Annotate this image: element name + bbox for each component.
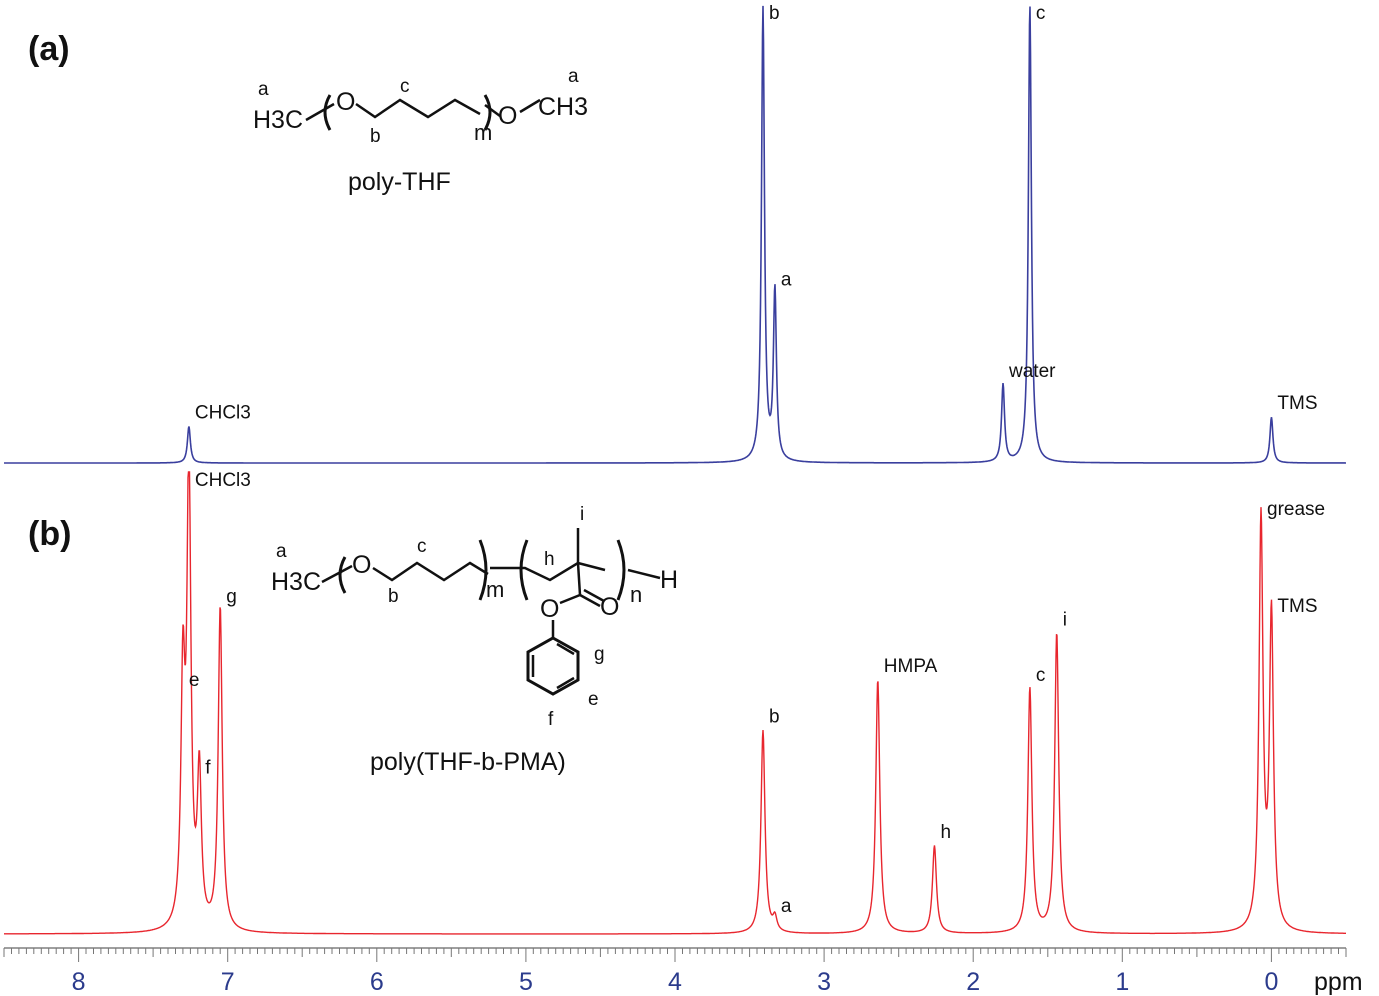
struct-b-label-g: g	[594, 644, 605, 665]
ppm-axis: 8 7 6 5 4 3 2 1 0 ppm	[3, 947, 1363, 996]
struct-b-end-bond	[627, 568, 661, 580]
struct-a-label-c: c	[400, 76, 410, 97]
axis-tick-label-5: 5	[519, 968, 533, 996]
struct-b-right-bracket-1	[478, 539, 488, 601]
struct-b-label-i: i	[580, 504, 584, 525]
peak-label-b-6: HMPA	[884, 656, 938, 677]
panel-label-b: (b)	[28, 515, 71, 553]
panel-label-a: (a)	[28, 30, 70, 68]
struct-b-carbonyl-2	[583, 588, 605, 603]
struct-b-label-f: f	[548, 709, 554, 730]
struct-b-phenyl-double-3	[556, 642, 575, 656]
peak-label-b-9: i	[1063, 610, 1067, 631]
axis-tick-label-6: 6	[370, 968, 384, 996]
struct-b-compound-name: poly(THF-b-PMA)	[370, 748, 566, 776]
axis-tick-label-3: 3	[817, 968, 831, 996]
ppm-axis-tick-labels: 8 7 6 5 4 3 2 1 0	[72, 968, 1279, 996]
struct-b-label-e: e	[588, 689, 599, 710]
struct-a-h3c: H3C	[253, 106, 303, 134]
struct-a-oxygen-1: O	[336, 88, 355, 116]
struct-a-bond-2	[484, 103, 501, 118]
struct-b-carbonyl-1	[579, 593, 601, 608]
struct-b-right-bracket-2	[616, 539, 626, 601]
struct-a-chain	[355, 98, 481, 119]
structure-poly-thf: a H3C O b c m O a CH3 poly-THF	[253, 66, 588, 196]
struct-b-bond-1	[321, 564, 353, 584]
struct-b-label-m: m	[486, 577, 504, 602]
peak-label-b-7: h	[941, 822, 952, 843]
ppm-axis-ticks	[3, 948, 1347, 962]
struct-a-ch3: CH3	[538, 93, 588, 121]
struct-b-label-c: c	[417, 536, 427, 557]
peak-label-a-3: water	[1008, 361, 1056, 382]
spectrum-a-trace	[4, 5, 1346, 464]
axis-tick-label-0: 0	[1264, 968, 1278, 996]
structure-poly-thf-b-pma: a H3C O b c m i h n H O O g e f poly(THF	[271, 504, 678, 776]
struct-b-ester-o2: O	[600, 593, 619, 621]
axis-tick-label-7: 7	[221, 968, 235, 996]
peak-label-b-10: grease	[1267, 499, 1325, 520]
struct-a-right-bracket	[483, 94, 492, 131]
struct-b-left-bracket-2	[519, 539, 529, 601]
struct-b-pma-backbone	[490, 561, 606, 582]
spectrum-b-peak-labels: CHCl3 e f g b a HMPA h c i grease TMS	[189, 470, 1325, 917]
peak-label-b-11: TMS	[1277, 596, 1317, 617]
axis-tick-label-1: 1	[1115, 968, 1129, 996]
peak-label-b-2: f	[205, 758, 211, 779]
peak-label-b-0: CHCl3	[195, 470, 251, 491]
struct-b-h3c: H3C	[271, 568, 321, 596]
struct-b-left-bracket-1	[338, 556, 347, 594]
axis-tick-label-4: 4	[668, 968, 682, 996]
struct-a-oxygen-2: O	[498, 102, 517, 130]
struct-a-label-m: m	[474, 120, 492, 145]
peak-label-a-0: CHCl3	[195, 402, 251, 423]
struct-b-label-b: b	[388, 586, 399, 607]
struct-b-ester-o1: O	[540, 595, 559, 623]
peak-label-b-3: g	[226, 587, 237, 608]
struct-b-label-n: n	[630, 582, 642, 607]
spectrum-b-trace	[4, 471, 1346, 935]
struct-b-oxygen-1: O	[352, 551, 371, 579]
peak-label-b-8: c	[1036, 665, 1046, 686]
peak-label-b-5: a	[781, 896, 792, 917]
struct-b-end-h: H	[660, 566, 678, 594]
struct-b-phenyl-double-2	[556, 676, 575, 690]
struct-a-bond-1	[305, 102, 335, 122]
struct-a-compound-name: poly-THF	[348, 168, 451, 196]
peak-label-b-1: e	[189, 670, 200, 691]
struct-b-thf-chain	[372, 561, 489, 582]
spectrum-a-peak-labels: CHCl3 b a water c TMS	[195, 3, 1318, 423]
struct-a-left-bracket	[323, 94, 332, 131]
ppm-axis-unit: ppm	[1314, 968, 1363, 996]
struct-a-bond-3	[519, 98, 541, 114]
struct-a-label-b: b	[370, 126, 381, 147]
struct-b-ester-bond	[576, 562, 582, 596]
struct-b-phenyl-ring	[526, 636, 580, 696]
struct-b-label-a: a	[276, 541, 287, 562]
peak-label-a-4: c	[1036, 3, 1046, 24]
peak-label-a-2: a	[781, 270, 792, 291]
peak-label-b-4: b	[769, 707, 780, 728]
axis-tick-label-2: 2	[966, 968, 980, 996]
peak-label-a-5: TMS	[1277, 393, 1317, 414]
struct-a-label-a-right: a	[568, 66, 579, 87]
struct-a-label-a-left: a	[258, 79, 269, 100]
peak-label-a-1: b	[769, 3, 780, 24]
axis-tick-label-8: 8	[72, 968, 86, 996]
struct-b-ester-single	[559, 593, 581, 605]
struct-b-label-h: h	[544, 549, 555, 570]
